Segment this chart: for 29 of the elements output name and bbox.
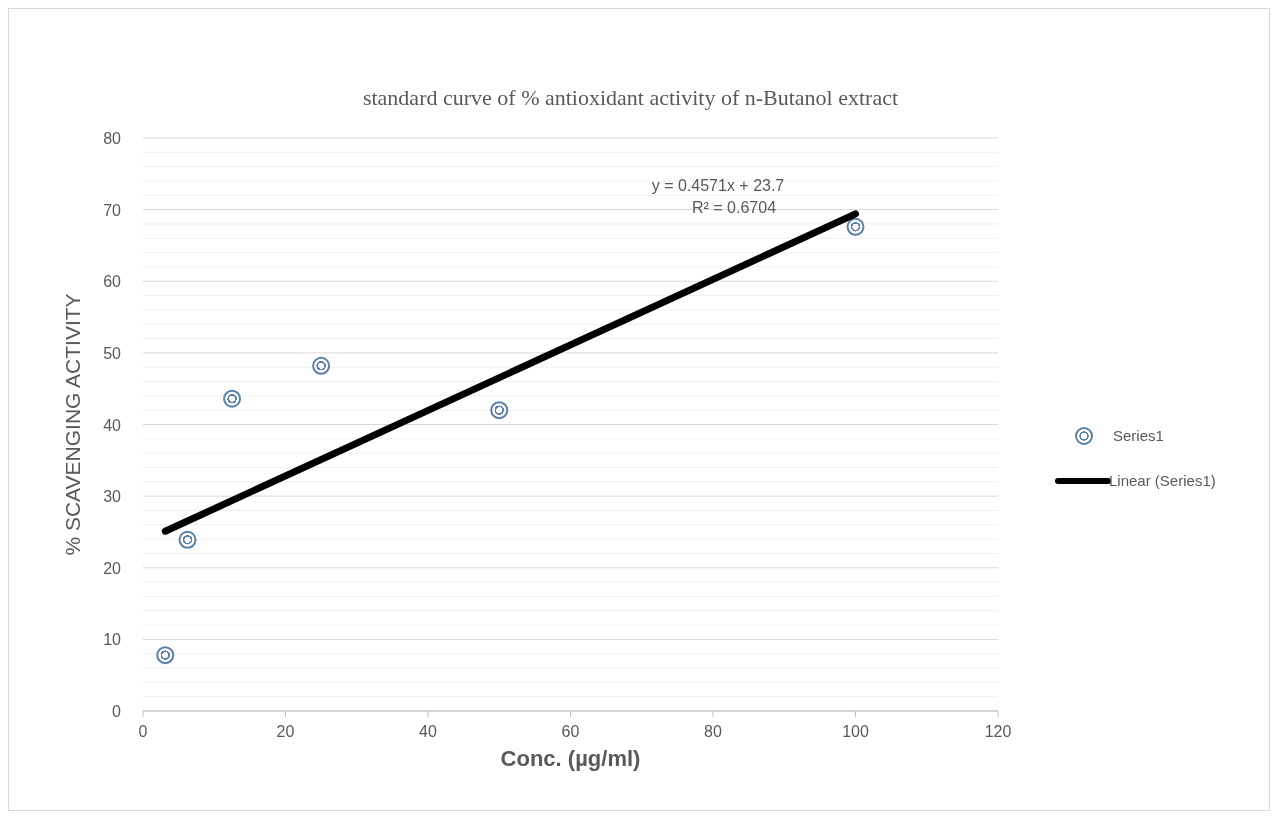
x-tick-label: 120 <box>984 723 1012 740</box>
x-tick-label: 0 <box>138 723 148 740</box>
y-tick-label: 80 <box>103 130 122 147</box>
legend-label: Linear (Series1) <box>1109 472 1216 489</box>
point <box>490 401 509 420</box>
point <box>846 217 865 236</box>
y-tick-label: 40 <box>103 416 122 434</box>
point <box>223 389 242 408</box>
y-tick-label: 0 <box>112 703 122 720</box>
y-tick-label: 50 <box>103 344 122 362</box>
legend-label: Series1 <box>1113 427 1164 444</box>
x-tick-label: 100 <box>842 723 869 740</box>
y-tick-label: 20 <box>103 559 122 577</box>
y-tick-label: 10 <box>103 631 122 649</box>
point <box>156 646 175 665</box>
chart-title: standard curve of % antioxidant activity of n-Butanol extract <box>362 85 899 110</box>
y-tick-label: 30 <box>103 488 122 506</box>
y-tick-label: 70 <box>103 201 122 219</box>
y-tick-label: 60 <box>103 273 122 291</box>
x-tick-label: 20 <box>276 723 295 740</box>
annotation: R² = 0.6704 <box>691 199 777 216</box>
x-axis-title: Conc. (µg/ml) <box>500 746 641 771</box>
x-tick-label: 80 <box>704 723 722 740</box>
point <box>178 530 197 549</box>
point <box>312 356 331 375</box>
y-axis-title: % SCAVENGING ACTIVITY <box>61 293 84 556</box>
annotation: y = 0.4571x + 23.7 <box>651 177 785 194</box>
x-tick-label: 40 <box>419 723 437 740</box>
x-tick-label: 60 <box>561 723 580 740</box>
